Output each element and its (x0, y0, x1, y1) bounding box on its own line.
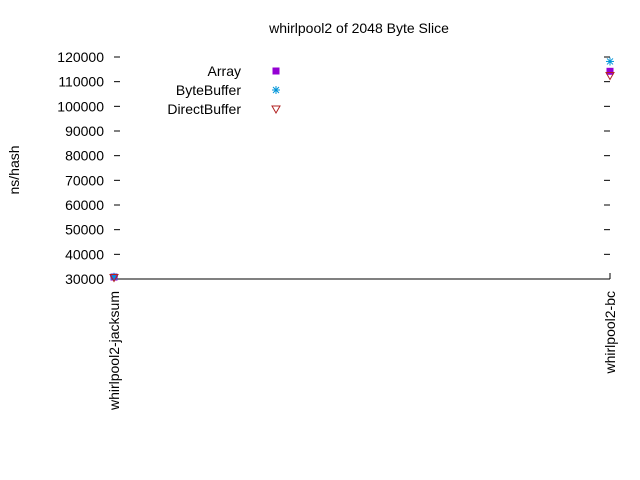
y-axis-label: ns/hash (6, 145, 22, 194)
y-tick-label: 120000 (57, 49, 104, 65)
y-tick-label: 60000 (65, 197, 104, 213)
legend-marker-array (272, 67, 280, 75)
y-tick-label: 50000 (65, 222, 104, 238)
y-tick-label: 110000 (58, 74, 104, 90)
x-tick-label-whirlpool2-jacksum: whirlpool2-jacksum (106, 291, 122, 411)
legend-marker-bytebuffer (272, 86, 280, 94)
data-point-array-whirlpool2-bc (606, 67, 614, 75)
y-tick-label: 40000 (65, 246, 104, 262)
legend-label-array: Array (208, 63, 241, 79)
legend-label-directbuffer: DirectBuffer (167, 101, 241, 117)
legend-label-bytebuffer: ByteBuffer (176, 82, 241, 98)
legend: Array ByteBuffer DirectBuffer (167, 63, 281, 117)
data-point-directbuffer-whirlpool2-bc (605, 72, 615, 81)
x-axis-ticks: whirlpool2-jacksum whirlpool2-bc (106, 273, 618, 411)
y-tick-label: 30000 (65, 271, 104, 287)
data-point-bytebuffer-whirlpool2-bc (606, 57, 614, 66)
y-tick-label: 70000 (65, 172, 104, 188)
y-tick-label: 80000 (65, 148, 104, 164)
legend-marker-directbuffer (271, 105, 281, 115)
x-tick-label-whirlpool2-bc: whirlpool2-bc (602, 291, 618, 374)
y-axis-ticks: 30000 40000 50000 60000 70000 80000 90000 10000… (57, 49, 610, 287)
data-points (109, 57, 615, 283)
data-point-directbuffer-whirlpool2-jacksum (109, 274, 119, 283)
y-tick-label: 90000 (65, 123, 104, 139)
y-tick-label: 100000 (57, 98, 104, 114)
chart-title: whirlpool2 of 2048 Byte Slice (268, 20, 449, 36)
